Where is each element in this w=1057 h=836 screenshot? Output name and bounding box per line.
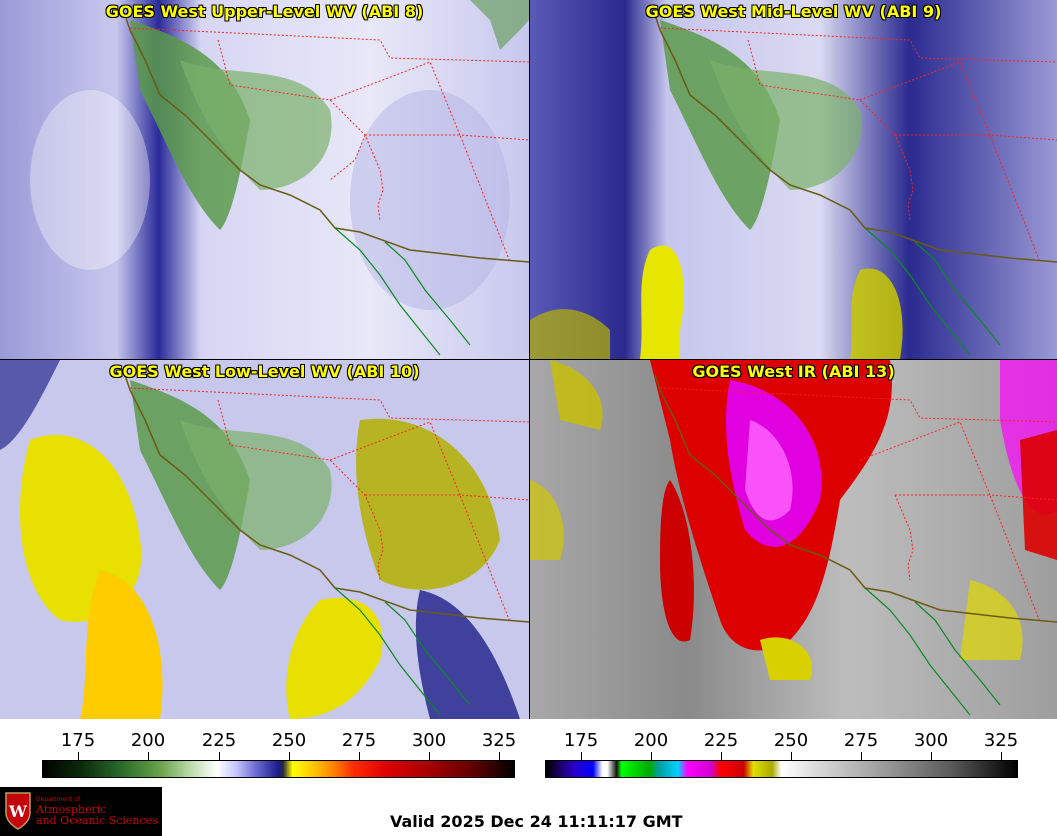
panel-title-upper: GOES West Upper-Level WV (ABI 8) [105, 2, 424, 21]
tick-label: 300 [411, 730, 447, 751]
tick-mark [289, 752, 290, 760]
panel-mid-level-wv: GOES West Mid-Level WV (ABI 9) [530, 0, 1057, 359]
tick-mark [581, 752, 582, 760]
logo-name-line2: and Oceanic Sciences [36, 814, 158, 827]
uw-crest-icon: W [5, 792, 31, 830]
tick-label: 325 [481, 730, 517, 751]
tick-mark [429, 752, 430, 760]
tick-label: 225 [201, 730, 237, 751]
tick-label: 200 [633, 730, 669, 751]
tick-mark [861, 752, 862, 760]
tick-label: 200 [130, 730, 166, 751]
tick-label: 175 [60, 730, 96, 751]
tick-label: 325 [983, 730, 1019, 751]
satellite-image-mid [530, 0, 1057, 359]
tick-label: 275 [341, 730, 377, 751]
logo-name-text: Atmospheric and Oceanic Sciences [36, 804, 158, 826]
tick-mark [499, 752, 500, 760]
colorbar-ir-ticks: 175 200 225 250 275 300 325 [545, 730, 1018, 752]
panel-upper-level-wv: GOES West Upper-Level WV (ABI 8) [0, 0, 529, 359]
tick-mark [931, 752, 932, 760]
panel-title-low: GOES West Low-Level WV (ABI 10) [109, 362, 420, 381]
satellite-image-ir [530, 360, 1057, 719]
tick-mark [791, 752, 792, 760]
panel-low-level-wv: GOES West Low-Level WV (ABI 10) [0, 360, 529, 719]
logo-dept-text: Department of [36, 796, 80, 803]
tick-label: 175 [563, 730, 599, 751]
tick-mark [721, 752, 722, 760]
tick-mark [1001, 752, 1002, 760]
panel-title-mid: GOES West Mid-Level WV (ABI 9) [645, 2, 942, 21]
colorbar-wv-ticks: 175 200 225 250 275 300 325 [42, 730, 517, 752]
tick-mark [359, 752, 360, 760]
tick-label: 250 [271, 730, 307, 751]
panel-title-ir: GOES West IR (ABI 13) [692, 362, 895, 381]
tick-label: 225 [703, 730, 739, 751]
satellite-image-low [0, 360, 529, 719]
colorbar-wv: 175 200 225 250 275 300 325 [42, 722, 517, 782]
satellite-image-upper [0, 0, 529, 359]
tick-mark [651, 752, 652, 760]
valid-time: Valid 2025 Dec 24 11:11:17 GMT [390, 812, 683, 831]
svg-text:W: W [8, 802, 28, 821]
logo-name-line1: Atmospheric [36, 803, 107, 816]
tick-label: 275 [843, 730, 879, 751]
tick-label: 300 [913, 730, 949, 751]
panel-divider-horizontal [0, 359, 1057, 360]
colorbar-wv-gradient [42, 760, 515, 778]
tick-mark [148, 752, 149, 760]
panel-ir: GOES West IR (ABI 13) [530, 360, 1057, 719]
aos-logo: W Department of Atmospheric and Oceanic … [0, 787, 162, 836]
colorbar-ir-gradient [545, 760, 1018, 778]
colorbar-ir: 175 200 225 250 275 300 325 [545, 722, 1018, 782]
tick-label: 250 [773, 730, 809, 751]
tick-mark [219, 752, 220, 760]
tick-mark [78, 752, 79, 760]
